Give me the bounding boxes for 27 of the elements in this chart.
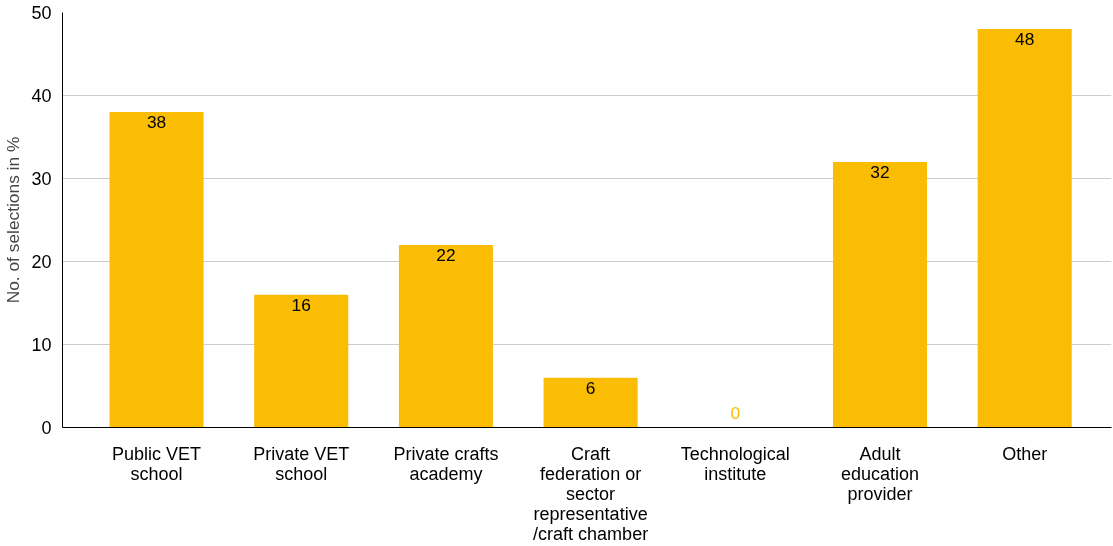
x-tick-label: Technological institute bbox=[680, 443, 790, 484]
data-label: 48 bbox=[1015, 29, 1035, 50]
y-tick-label: 40 bbox=[31, 86, 52, 106]
y-tick-label: 0 bbox=[41, 418, 52, 438]
y-tick-label: 50 bbox=[31, 3, 52, 23]
data-label: 0 bbox=[730, 403, 741, 424]
x-tick-label: Other bbox=[1002, 443, 1048, 464]
data-label: 6 bbox=[585, 377, 596, 398]
bar bbox=[109, 112, 204, 428]
y-tick-label: 10 bbox=[31, 335, 52, 355]
y-axis-title: No. of selections in % bbox=[3, 136, 24, 304]
data-label: 16 bbox=[291, 294, 311, 315]
y-tick-label: 20 bbox=[31, 252, 52, 272]
bar bbox=[254, 294, 349, 428]
x-tick-label: Public VET school bbox=[112, 443, 202, 484]
bar bbox=[977, 29, 1072, 428]
bar bbox=[543, 377, 638, 428]
bar bbox=[398, 244, 493, 428]
bar bbox=[832, 161, 928, 428]
data-label: 38 bbox=[146, 112, 167, 133]
x-tick-label: Private VET school bbox=[253, 443, 350, 484]
x-tick-label: Craft federation or sector representative /craft chamber bbox=[533, 443, 649, 544]
data-label: 22 bbox=[436, 245, 456, 266]
y-tick-label: 30 bbox=[31, 169, 52, 189]
data-label: 32 bbox=[870, 162, 890, 183]
x-tick-label: Adult education provider bbox=[840, 443, 920, 504]
x-tick-label: Private crafts academy bbox=[393, 443, 499, 484]
